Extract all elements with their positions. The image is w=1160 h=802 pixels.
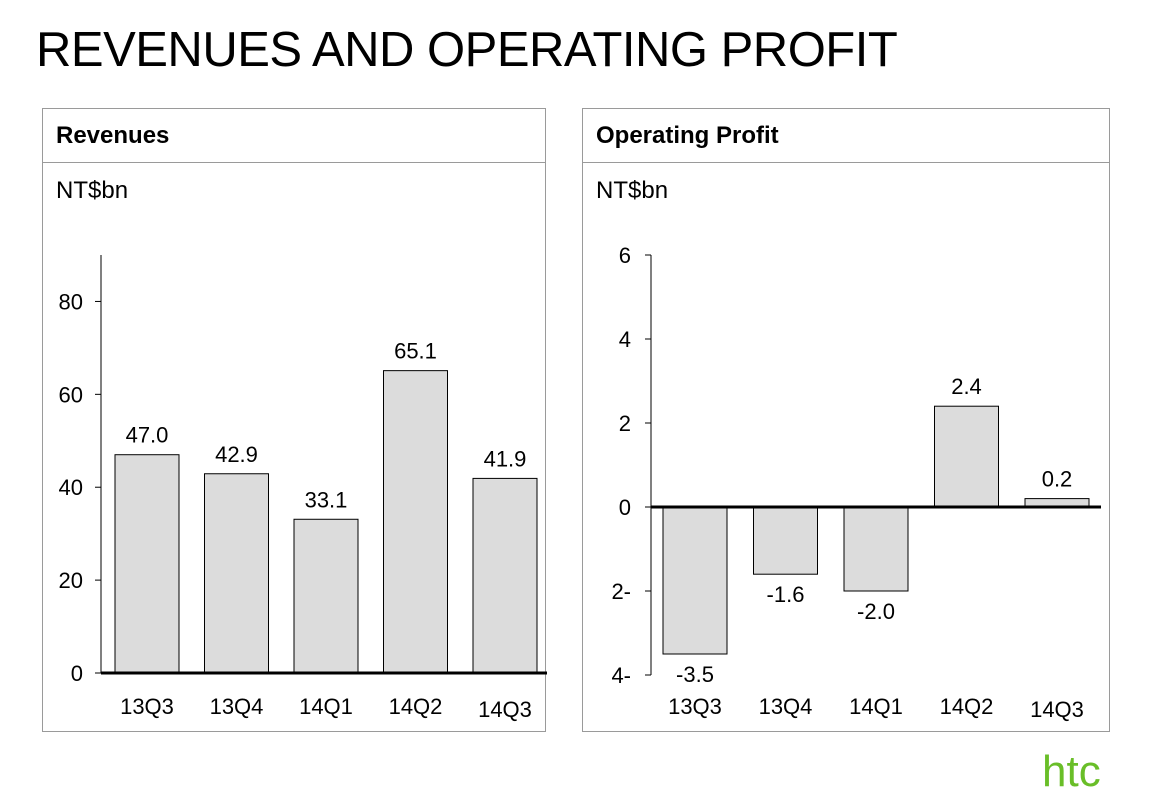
operating-profit-data-label: -3.5 xyxy=(676,662,714,687)
operating-profit-bar xyxy=(662,506,728,655)
revenues-y-tick-label: 0 xyxy=(71,661,83,686)
operating-profit-bar xyxy=(934,405,999,508)
revenues-chart: 0 20 40 60 80 47.0 13Q3 42.9 13Q4 33.1 14Q1 65.1 14Q… xyxy=(59,255,547,722)
operating-profit-panel-title: Operating Profit xyxy=(583,109,1109,163)
operating-profit-category-label: 14Q1 xyxy=(849,694,903,719)
revenues-category-label: 14Q1 xyxy=(299,694,353,719)
revenues-bar xyxy=(204,473,269,674)
operating-profit-y-tick-label: 2 xyxy=(619,411,631,436)
svg-text:htc: htc xyxy=(1042,750,1101,794)
revenues-data-label: 42.9 xyxy=(215,442,258,467)
operating-profit-data-label: 0.2 xyxy=(1042,467,1073,492)
operating-profit-category-label: 13Q4 xyxy=(759,694,813,719)
operating-profit-data-label: 2.4 xyxy=(951,374,982,399)
revenues-y-tick-label: 40 xyxy=(59,475,83,500)
operating-profit-y-tick-label: 4- xyxy=(611,663,631,688)
revenues-data-label: 47.0 xyxy=(126,423,169,448)
revenues-bar xyxy=(114,454,180,674)
revenues-panel-title: Revenues xyxy=(43,109,545,163)
operating-profit-panel: Operating Profit NT$bn 4- 2- 0 2 4 6 -3.5 13Q3 -… xyxy=(582,108,1110,732)
revenues-panel: Revenues NT$bn 0 20 40 60 80 47.0 13Q3 42.9 13Q4… xyxy=(42,108,547,732)
revenues-bar xyxy=(383,370,448,674)
revenues-category-label: 14Q3 xyxy=(478,697,532,722)
revenues-y-tick-label: 80 xyxy=(59,289,83,314)
revenues-bar xyxy=(293,518,359,674)
revenues-y-tick-label: 20 xyxy=(59,568,83,593)
revenues-y-tick-label: 60 xyxy=(59,382,83,407)
operating-profit-y-tick-label: 0 xyxy=(619,495,631,520)
htc-logo: htc xyxy=(1042,750,1101,794)
operating-profit-chart: 4- 2- 0 2 4 6 -3.5 13Q3 -1.6 13Q4 -2.0 14Q1 2.4 14Q2 0… xyxy=(611,243,1101,722)
operating-profit-y-tick-label: 6 xyxy=(619,243,631,268)
revenues-category-label: 13Q3 xyxy=(120,694,174,719)
revenues-category-label: 14Q2 xyxy=(389,694,443,719)
operating-profit-category-label: 14Q3 xyxy=(1030,697,1084,722)
revenues-unit-label: NT$bn xyxy=(56,177,129,204)
operating-profit-bar xyxy=(753,506,818,575)
operating-profit-category-label: 13Q3 xyxy=(668,694,722,719)
operating-profit-unit-label: NT$bn xyxy=(596,177,669,204)
operating-profit-y-tick-label: 4 xyxy=(619,327,631,352)
revenues-data-label: 33.1 xyxy=(305,487,348,512)
operating-profit-data-label: -2.0 xyxy=(857,599,895,624)
page-title: REVENUES AND OPERATING PROFIT xyxy=(36,23,898,77)
operating-profit-category-label: 14Q2 xyxy=(940,694,994,719)
revenues-category-label: 13Q4 xyxy=(210,694,264,719)
operating-profit-bar xyxy=(843,506,909,592)
revenues-data-label: 65.1 xyxy=(394,339,437,364)
operating-profit-y-tick-label: 2- xyxy=(611,579,631,604)
revenues-data-label: 41.9 xyxy=(484,446,527,471)
operating-profit-data-label: -1.6 xyxy=(767,582,805,607)
revenues-bar xyxy=(472,477,538,674)
